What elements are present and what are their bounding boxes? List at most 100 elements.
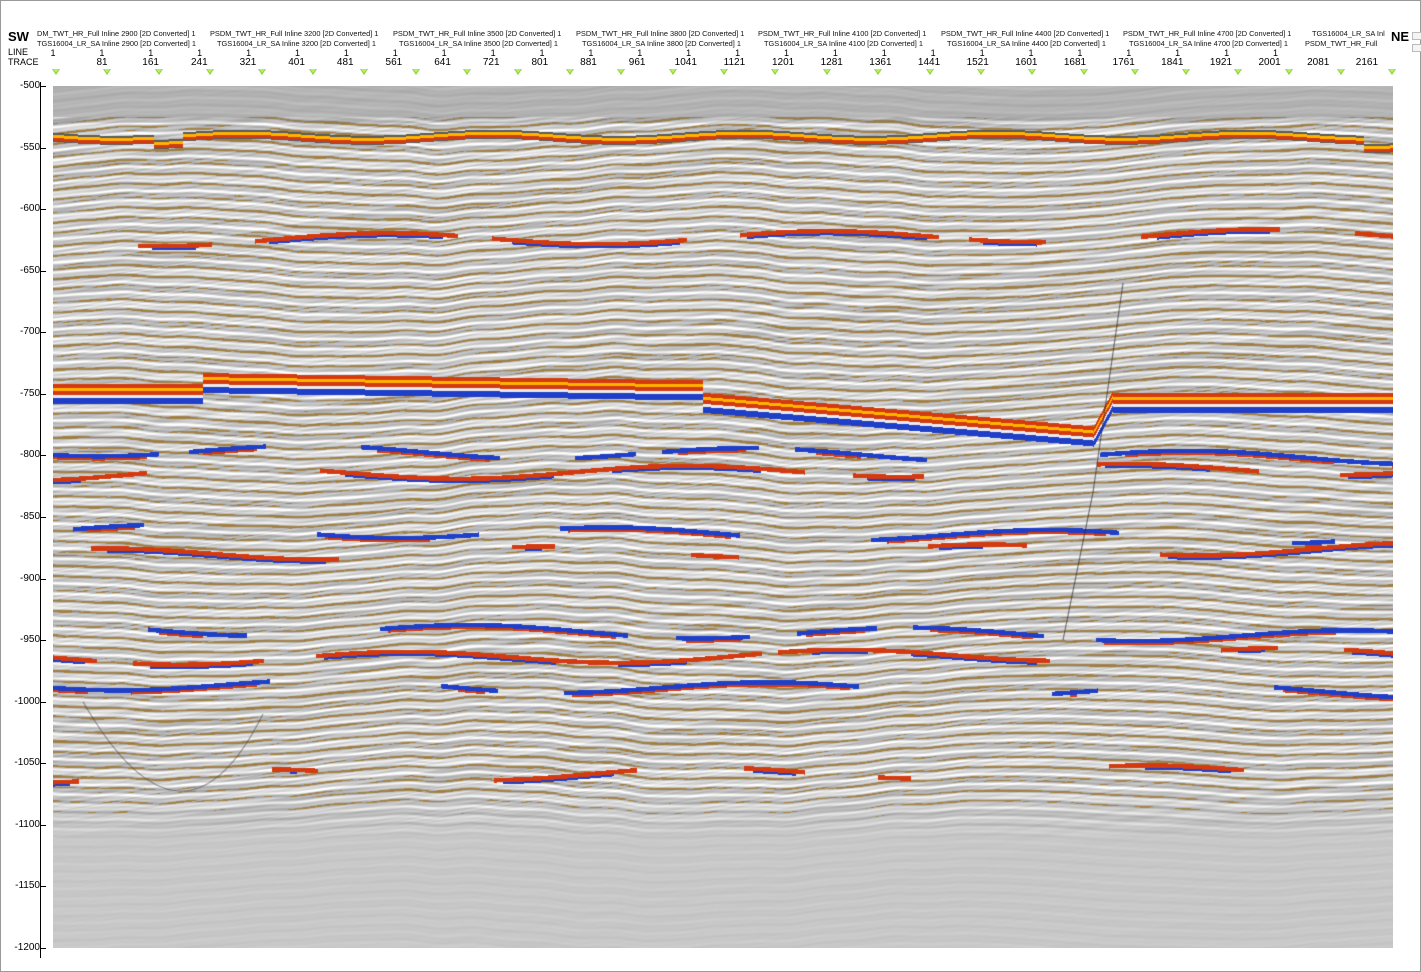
line-number: 1	[783, 48, 790, 58]
line-number: 1	[490, 48, 496, 58]
depth-tick	[40, 578, 46, 580]
line-title-top: PSDM_TWT_HR_Full Inline 4700 [2D Convert…	[1123, 29, 1292, 38]
line-number: 1	[343, 48, 349, 58]
trace-number: 401	[288, 57, 305, 68]
trace-number: 2161	[1355, 57, 1379, 68]
line-number: 1	[197, 48, 203, 58]
depth-tick-label: -1000	[14, 695, 40, 707]
trace-number: 481	[336, 57, 354, 68]
depth-tick-label: -1150	[15, 880, 40, 892]
depth-tick-label: -900	[19, 572, 40, 584]
trace-marker-icon	[206, 69, 215, 75]
line-title-top: PSDM_TWT_HR_Full Inline 3500 [2D Convert…	[393, 29, 562, 38]
trace-number: 241	[190, 57, 208, 68]
line-number: 1	[686, 48, 692, 58]
depth-axis-line	[40, 82, 41, 958]
trace-marker-icon	[308, 69, 317, 75]
depth-tick-label: -650	[19, 264, 40, 276]
trace-number: 1601	[1015, 57, 1038, 68]
depth-tick	[40, 147, 46, 149]
trace-marker-icon	[617, 69, 626, 75]
trace-number: 2001	[1258, 57, 1281, 68]
scroll-up-icon[interactable]	[1412, 32, 1421, 40]
depth-tick	[40, 86, 46, 87]
trace-number: 1761	[1112, 57, 1135, 68]
depth-tick-label: -600	[19, 203, 40, 215]
line-number: 1	[294, 48, 301, 58]
line-number: 1	[99, 48, 105, 58]
trace-marker-icon	[668, 69, 677, 75]
depth-tick-label: -500	[19, 80, 40, 91]
depth-tick-label: -950	[19, 634, 40, 646]
line-number: 1	[1077, 48, 1083, 58]
trace-marker-icon	[822, 69, 831, 75]
line-number: 1	[588, 48, 594, 58]
depth-tick	[40, 824, 46, 826]
trace-marker-icon	[1233, 69, 1242, 75]
trace-number: 161	[142, 57, 159, 68]
seismic-amplitude-image[interactable]	[53, 86, 1393, 948]
line-title-top: PSDM_TWT_HR_Full Inline 3800 [2D Convert…	[576, 29, 745, 38]
depth-tick	[40, 517, 46, 518]
line-number: 1	[979, 48, 985, 58]
line-title-top: DM_TWT_HR_Full Inline 2900 [2D Converted…	[37, 29, 196, 38]
line-number: 1	[392, 48, 398, 58]
depth-tick	[40, 640, 46, 642]
line-number: 1	[1272, 48, 1279, 58]
depth-tick	[40, 948, 46, 949]
trace-number: 1681	[1063, 57, 1087, 68]
trace-number: 81	[96, 57, 108, 68]
line-title-bottom: TGS16004_LR_SA Inline 4700 [2D Converted…	[1129, 39, 1289, 48]
depth-tick	[40, 886, 46, 888]
trace-number: 961	[628, 57, 646, 68]
depth-tick	[40, 270, 46, 272]
scroll-down-icon[interactable]	[1412, 44, 1421, 52]
line-title-bottom: TGS16004_LR_SA Inline 3200 [2D Converted…	[217, 39, 377, 48]
trace-marker-icon	[976, 69, 985, 75]
trace-number: 561	[385, 57, 403, 68]
line-title-top: TGS16004_LR_SA Inl	[1312, 29, 1385, 38]
trace-number: 1441	[917, 57, 941, 68]
trace-marker-icon	[257, 69, 266, 75]
line-number: 1	[148, 48, 154, 58]
depth-tick-label: -550	[19, 141, 40, 153]
depth-tick-label: -850	[19, 511, 40, 522]
trace-number: 721	[482, 57, 500, 68]
trace-number: 1921	[1209, 57, 1233, 68]
trace-marker-icon	[411, 69, 420, 75]
trace-marker-icon	[1336, 69, 1345, 75]
line-number: 1	[1126, 48, 1132, 58]
line-title-bottom: TGS16004_LR_SA Inline 4100 [2D Converted…	[764, 39, 924, 48]
depth-tick	[40, 209, 46, 211]
depth-tick-label: -700	[19, 326, 40, 338]
depth-tick-label: -1100	[15, 818, 40, 830]
line-number: 1	[832, 48, 838, 58]
trace-marker-icon	[565, 69, 574, 75]
trace-marker-icon	[154, 69, 163, 75]
trace-marker-icon	[514, 69, 523, 75]
line-title-top: PSDM_TWT_HR_Full Inline 3200 [2D Convert…	[210, 29, 379, 38]
trace-number: 1201	[771, 57, 795, 68]
trace-number: 1841	[1161, 57, 1184, 68]
line-number: 1	[50, 48, 56, 58]
trace-marker-icon	[1028, 69, 1037, 75]
direction-right-label: NE	[1391, 29, 1410, 44]
trace-marker-icon	[103, 69, 112, 75]
trace-marker-icon	[1131, 69, 1140, 75]
depth-tick	[40, 763, 46, 765]
depth-tick	[40, 332, 46, 334]
line-title-bottom: PSDM_TWT_HR_Full	[1305, 39, 1378, 48]
trace-marker-icon	[1079, 69, 1088, 75]
depth-tick	[40, 455, 46, 457]
trace-number: 641	[434, 57, 451, 68]
trace-number: 2081	[1307, 57, 1330, 68]
depth-tick-label: -750	[19, 387, 40, 399]
depth-axis: -500 -550 -600 -650 -700 -750 -800 -850 -900 -950…	[0, 78, 52, 968]
trace-marker-icon	[720, 69, 728, 75]
trace-number: 1041	[674, 57, 697, 68]
direction-left-label: SW	[8, 29, 29, 44]
line-number: 1	[637, 48, 643, 58]
line-number: 1	[930, 48, 936, 58]
depth-tick	[40, 393, 46, 395]
line-number: 1	[881, 48, 887, 58]
